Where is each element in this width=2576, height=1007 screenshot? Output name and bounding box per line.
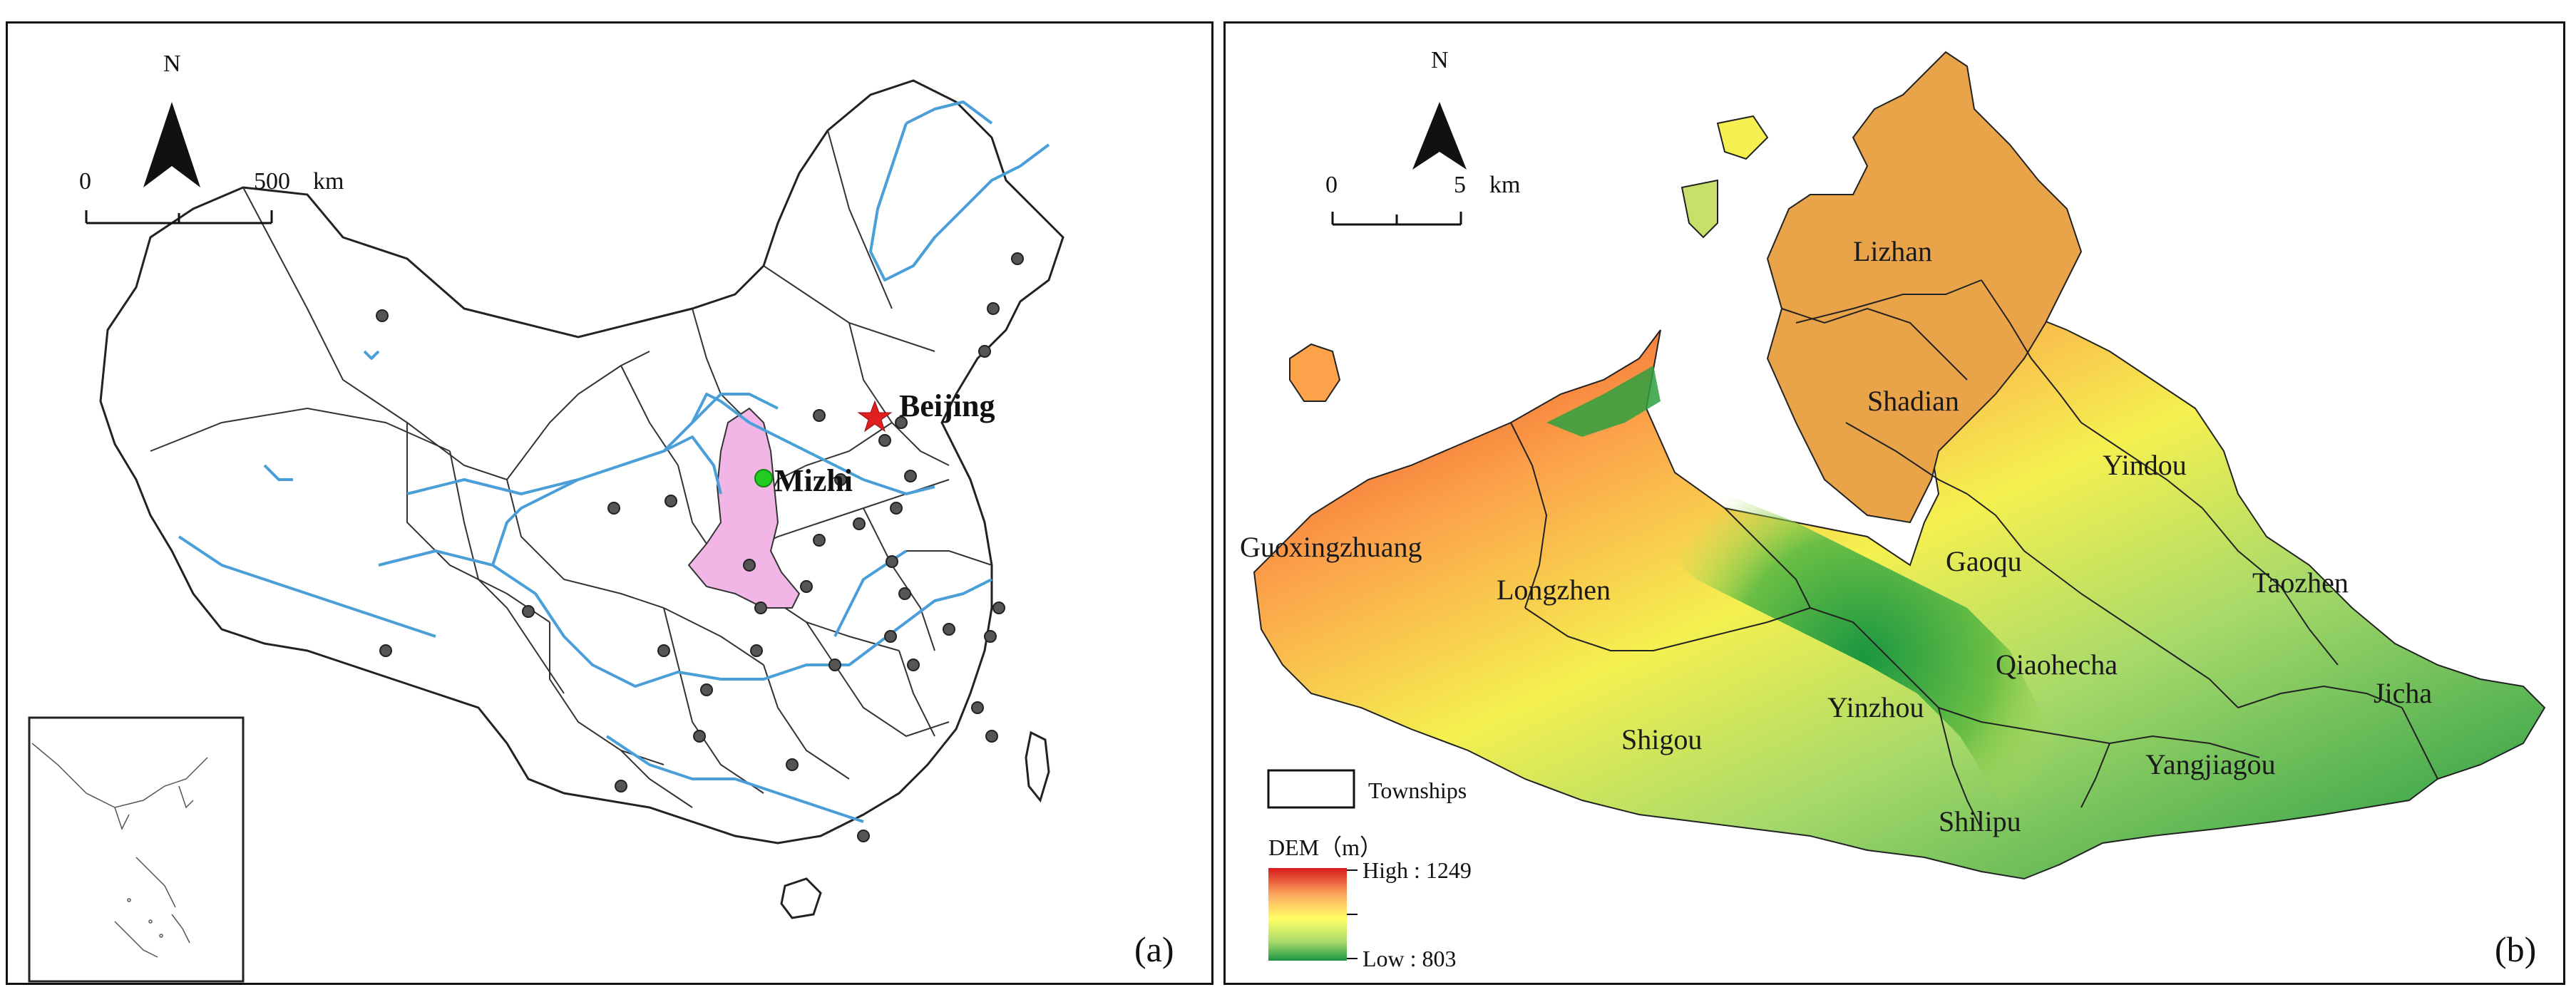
legend-township-swatch [1267,769,1355,809]
township-label-shilipu: Shilipu [1939,805,2021,837]
china-map-svg [28,79,1064,983]
small-patch-1 [1289,343,1341,402]
township-label-taozhen: Taozhen [2252,567,2349,599]
central-valley [1646,451,2081,864]
south-china-sea-inset [28,716,245,983]
shaanxi-province-highlight [687,407,801,609]
weather-stations [376,252,1024,842]
north-label-b: N [1431,47,1449,73]
scale-unit-b: km [1489,172,1521,198]
dem-map-svg [1253,51,2546,961]
northern-lobe-terrain [1766,51,2083,524]
small-patch-3 [1716,115,1769,160]
north-label-a: N [163,51,181,77]
beijing-star [857,400,893,433]
scale-bar-b [1331,212,1462,226]
scale-bar-a [85,210,273,224]
small-patch-2 [1680,179,1718,239]
township-label-jicha: Jicha [2374,677,2433,709]
panel-tag-a: (a) [1134,929,1174,969]
north-arrow-a [143,102,200,187]
township-label-yinzhou: Yinzhou [1827,691,1924,723]
panel-a-china-map: N 0 500 km Beijing Mizhi (a) [6,21,1213,985]
rivers [178,100,1050,823]
taiwan-island [1025,730,1050,803]
township-label-shigou: Shigou [1621,723,1703,755]
scale-start-a: 0 [79,168,91,195]
city-label-mizhi: Mizhi [774,463,853,498]
south-china-sea-inset-content [31,743,208,958]
scale-end-a: 500 [254,168,290,195]
township-label-qiaohecha: Qiaohecha [1996,649,2118,681]
western-valley [1546,366,1661,437]
hainan-island [780,877,822,919]
scale-end-b: 5 [1454,172,1466,198]
township-label-shadian: Shadian [1867,385,1959,417]
mizhi-dot [754,469,773,487]
scale-unit-a: km [313,168,344,195]
township-label-gaoqu: Gaoqu [1946,545,2022,577]
china-outline [99,79,1064,845]
scale-start-b: 0 [1325,172,1338,198]
township-label-yangjiagou: Yangjiagou [2145,748,2276,780]
legend-townships-label: Townships [1368,778,1467,803]
panel-tag-b: (b) [2495,929,2537,969]
city-label-beijing: Beijing [899,388,995,423]
township-label-yindou: Yindou [2103,449,2187,481]
north-arrow-b [1412,102,1467,170]
township-label-guoxingzhuang: Guoxingzhuang [1240,531,1422,563]
legend-low-label: Low : 803 [1363,946,1457,971]
township-boundaries [1510,279,2438,830]
township-label-longzhen: Longzhen [1497,574,1611,606]
legend-dem-title: DEM（m） [1268,835,1383,860]
panel-b-dem-map: N 0 5 km Lizhan Shadian Yindou Guoxingzh… [1223,21,2565,985]
legend-high-label: High : 1249 [1363,857,1472,883]
township-label-lizhan: Lizhan [1853,235,1933,267]
legend-dem-ramp [1268,868,1347,961]
